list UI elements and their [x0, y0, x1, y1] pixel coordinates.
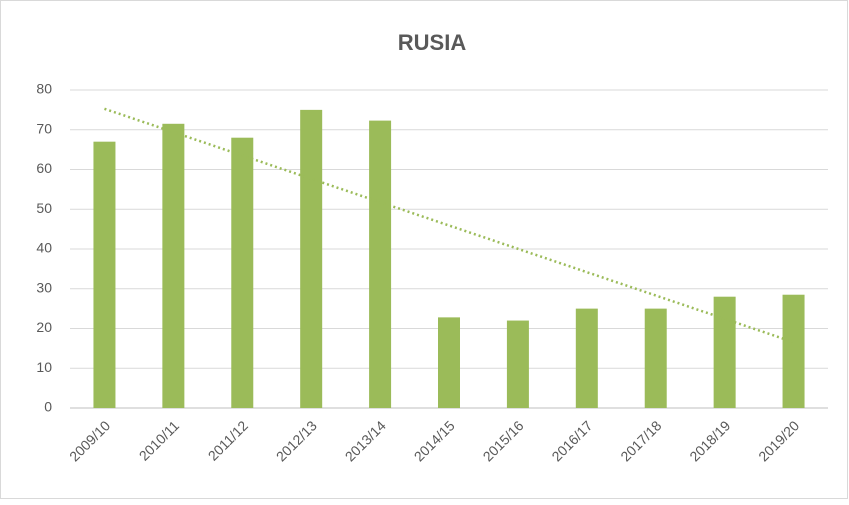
bar [506, 320, 529, 408]
bar [369, 120, 392, 409]
y-tick-label: 70 [36, 120, 52, 136]
y-tick-label: 40 [36, 240, 52, 256]
y-tick-label: 30 [36, 279, 52, 295]
trendline [104, 107, 794, 344]
y-tick-label: 10 [36, 359, 52, 375]
bar [575, 308, 598, 408]
bar [438, 317, 460, 408]
bar [644, 308, 667, 408]
bar [713, 296, 736, 408]
y-tick-label: 60 [36, 160, 52, 176]
bar [162, 123, 185, 408]
y-tick-label: 80 [36, 81, 52, 97]
y-tick-label: 50 [36, 200, 52, 216]
chart-title: RUSIA [398, 30, 467, 55]
bar [231, 137, 254, 408]
y-tick-label: 0 [44, 399, 52, 415]
bar [93, 141, 116, 409]
y-tick-label: 20 [36, 319, 52, 335]
bar [782, 294, 805, 408]
bar [300, 109, 323, 408]
